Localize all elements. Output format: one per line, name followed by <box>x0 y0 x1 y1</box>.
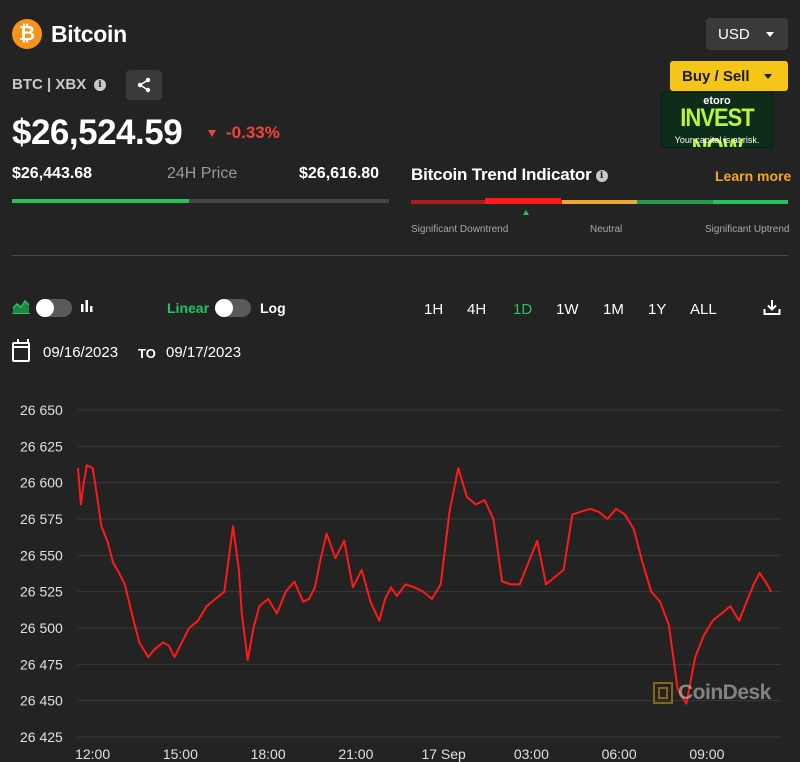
date-to-label: TO <box>138 346 156 361</box>
current-price: $26,524.59 <box>12 113 183 152</box>
share-button[interactable] <box>126 70 162 100</box>
currency-select[interactable]: USD <box>706 18 788 50</box>
currency-value: USD <box>718 25 750 43</box>
trend-title-text: Bitcoin Trend Indicator <box>411 165 592 184</box>
trend-indicator-title: Bitcoin Trend Indicator i <box>411 165 608 185</box>
watermark-text: CoinDesk <box>678 681 771 704</box>
date-from[interactable]: 09/16/2023 <box>43 344 119 361</box>
price-range-fill <box>12 199 190 203</box>
y-tick-label: 26 600 <box>20 475 63 491</box>
y-tick-label: 26 425 <box>20 729 63 745</box>
ticker-symbols: BTC | XBX i <box>12 76 106 93</box>
timeframe-4h[interactable]: 4H <box>467 301 487 318</box>
timeframe-1h[interactable]: 1H <box>424 301 444 318</box>
chevron-down-icon <box>766 32 774 37</box>
calendar-icon[interactable] <box>12 339 30 362</box>
bitcoin-logo-icon: ₿ <box>12 19 42 49</box>
price-range-bar <box>12 199 389 203</box>
x-tick-label: 12:00 <box>75 746 110 762</box>
trend-segment <box>712 200 789 204</box>
price-range-label: 24H Price <box>167 165 238 182</box>
trend-marker <box>485 198 561 204</box>
page-title: Bitcoin <box>51 21 127 47</box>
chart-type-toggle[interactable] <box>36 299 72 317</box>
scale-toggle[interactable] <box>215 299 251 317</box>
download-icon[interactable] <box>763 298 781 316</box>
buy-sell-button[interactable]: Buy / Sell <box>670 61 788 91</box>
x-tick-label: 06:00 <box>602 746 637 762</box>
y-tick-label: 26 450 <box>20 693 63 709</box>
buy-sell-label: Buy / Sell <box>682 67 750 85</box>
y-tick-label: 26 575 <box>20 511 63 527</box>
chevron-down-icon <box>764 74 772 79</box>
etoro-ad-banner[interactable]: etoro INVEST NOW Your capital is at risk… <box>661 92 773 148</box>
timeframe-1m[interactable]: 1M <box>603 301 624 318</box>
y-tick-label: 26 550 <box>20 547 63 563</box>
trend-bar <box>411 200 789 204</box>
ticker-label: BTC | XBX <box>12 76 87 93</box>
price-low-24h: $26,443.68 <box>12 165 93 182</box>
trend-segment <box>637 200 713 204</box>
info-icon[interactable]: i <box>94 79 106 91</box>
divider <box>12 255 788 256</box>
trend-label-uptrend: Significant Uptrend <box>705 224 790 235</box>
trend-label-downtrend: Significant Downtrend <box>411 224 509 235</box>
x-tick-label: 03:00 <box>514 746 549 762</box>
ad-disclaimer: Your capital is at risk. <box>674 135 760 145</box>
learn-more-link[interactable]: Learn more <box>715 168 792 184</box>
trend-label-neutral: Neutral <box>590 224 623 235</box>
x-tick-label: 15:00 <box>163 746 198 762</box>
ad-headline: INVEST NOW <box>680 103 754 148</box>
area-chart-icon[interactable] <box>12 298 30 314</box>
trend-segment <box>561 200 638 204</box>
timeframe-1w[interactable]: 1W <box>556 301 579 318</box>
x-tick-label: 09:00 <box>689 746 724 762</box>
scale-log-label[interactable]: Log <box>260 300 286 316</box>
x-tick-label: 17 Sep <box>421 746 466 762</box>
timeframe-1d[interactable]: 1D <box>513 301 533 318</box>
timeframe-all[interactable]: ALL <box>690 301 717 318</box>
x-tick-label: 21:00 <box>338 746 373 762</box>
candlestick-chart-icon[interactable] <box>80 298 94 314</box>
trend-segment <box>411 200 487 204</box>
y-tick-label: 26 650 <box>20 402 63 418</box>
trend-pointer-icon <box>523 210 529 215</box>
down-arrow-icon <box>208 130 216 137</box>
timeframe-1y[interactable]: 1Y <box>648 301 667 318</box>
toggle-knob <box>36 299 54 317</box>
x-tick-label: 18:00 <box>251 746 286 762</box>
toggle-knob <box>215 299 233 317</box>
price-high-24h: $26,616.80 <box>299 165 380 182</box>
y-tick-label: 26 525 <box>20 584 63 600</box>
info-icon[interactable]: i <box>595 170 608 182</box>
y-tick-label: 26 475 <box>20 656 63 672</box>
price-chart[interactable]: 26 650 26 625 26 600 26 575 26 550 26 525 26 5… <box>0 390 800 762</box>
y-tick-label: 26 500 <box>20 620 63 636</box>
price-change: -0.33% <box>226 123 280 142</box>
coindesk-watermark: CoinDesk <box>653 681 771 705</box>
scale-linear-label[interactable]: Linear <box>167 300 210 316</box>
coindesk-logo-icon <box>653 682 673 704</box>
y-tick-label: 26 625 <box>20 438 63 454</box>
price-series-line <box>77 464 773 705</box>
date-until[interactable]: 09/17/2023 <box>166 344 242 361</box>
share-icon <box>137 77 151 93</box>
ad-brand: etoro <box>703 95 731 107</box>
